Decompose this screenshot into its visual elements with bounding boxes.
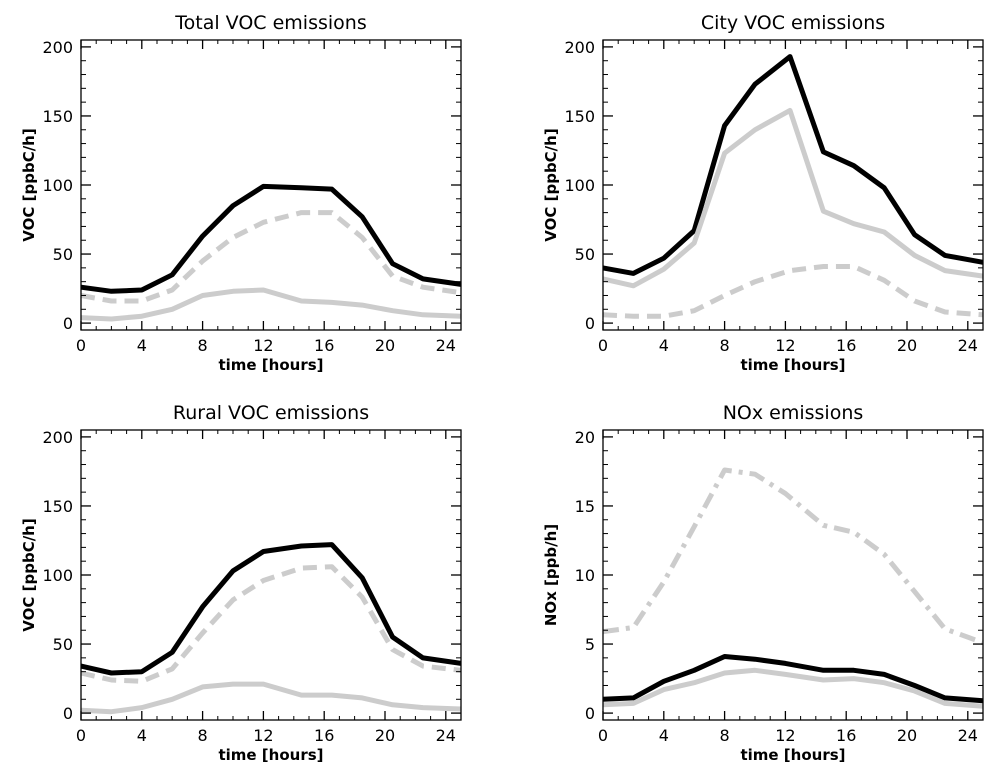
x-tick-label: 8 xyxy=(720,726,730,745)
x-tick-label: 4 xyxy=(137,336,147,355)
y-tick-label: 200 xyxy=(42,428,73,447)
chart-title: Total VOC emissions xyxy=(174,12,366,34)
x-tick-label: 0 xyxy=(598,726,608,745)
x-tick-label: 16 xyxy=(314,726,334,745)
series-line-2 xyxy=(80,210,462,304)
y-tick-label: 150 xyxy=(564,107,595,126)
x-tick-label: 8 xyxy=(198,336,208,355)
x-tick-label: 20 xyxy=(375,726,395,745)
chart-title: City VOC emissions xyxy=(701,12,885,34)
y-tick-label: 100 xyxy=(42,176,73,195)
y-axis-label: NOx [ppb/h] xyxy=(542,524,560,626)
y-axis-label: VOC [ppbC/h] xyxy=(542,128,560,241)
series-line-3 xyxy=(602,667,984,709)
y-tick-label: 20 xyxy=(575,428,595,447)
x-tick-label: 0 xyxy=(598,336,608,355)
x-tick-label: 24 xyxy=(436,336,456,355)
x-tick-label: 12 xyxy=(253,336,273,355)
x-axis-label: time [hours] xyxy=(740,356,845,374)
x-tick-label: 16 xyxy=(836,336,856,355)
chart-title: NOx emissions xyxy=(723,402,864,424)
series-line-2 xyxy=(602,107,984,289)
x-axis-label: time [hours] xyxy=(218,356,323,374)
y-axis-label: VOC [ppbC/h] xyxy=(20,128,38,241)
x-tick-label: 12 xyxy=(775,726,795,745)
y-tick-label: 50 xyxy=(575,245,595,264)
y-tick-label: 10 xyxy=(575,566,595,585)
x-tick-label: 16 xyxy=(836,726,856,745)
panel-rural-voc: Rural VOC emissions 0 4 8 12 16 20 24 0 50 100 150 2… xyxy=(20,402,462,764)
y-tick-label: 50 xyxy=(53,245,73,264)
x-tick-label: 8 xyxy=(198,726,208,745)
y-tick-label: 50 xyxy=(53,635,73,654)
x-tick-label: 12 xyxy=(775,336,795,355)
x-tick-label: 12 xyxy=(253,726,273,745)
y-tick-label: 0 xyxy=(585,314,595,333)
series-line-3 xyxy=(80,287,462,322)
x-tick-label: 4 xyxy=(659,726,669,745)
x-tick-label: 8 xyxy=(720,336,730,355)
x-axis-label: time [hours] xyxy=(740,746,845,764)
y-tick-label: 0 xyxy=(585,704,595,723)
chart-title: Rural VOC emissions xyxy=(173,402,369,424)
x-tick-label: 20 xyxy=(897,336,917,355)
y-tick-label: 200 xyxy=(564,38,595,57)
y-tick-label: 100 xyxy=(42,566,73,585)
series-line-1 xyxy=(602,467,984,646)
x-axis-label: time [hours] xyxy=(218,746,323,764)
series-line-3 xyxy=(80,681,462,715)
plot-frame xyxy=(602,39,984,331)
y-tick-label: 0 xyxy=(63,704,73,723)
x-tick-label: 24 xyxy=(958,726,978,745)
x-tick-label: 0 xyxy=(76,336,86,355)
x-tick-label: 20 xyxy=(897,726,917,745)
series-line-2 xyxy=(602,654,984,704)
series-line-2 xyxy=(80,564,462,684)
x-tick-label: 4 xyxy=(659,336,669,355)
x-tick-label: 24 xyxy=(958,336,978,355)
series-line-3 xyxy=(602,264,984,319)
y-tick-label: 100 xyxy=(564,176,595,195)
series-line-1 xyxy=(80,542,462,676)
y-tick-label: 200 xyxy=(42,38,73,57)
y-tick-label: 15 xyxy=(575,497,595,516)
y-axis-label: VOC [ppbC/h] xyxy=(20,518,38,631)
panel-total-voc: Total VOC emissions 0 4 8 12 16 20 24 0 50 100 150 2… xyxy=(20,12,462,374)
x-tick-label: 16 xyxy=(314,336,334,355)
series-line-1 xyxy=(80,183,462,294)
panel-city-voc: City VOC emissions 0 4 8 12 16 20 24 0 50 100 150 20… xyxy=(542,12,984,374)
panel-nox: NOx emissions 0 4 8 12 16 20 24 0 5 10 15 20 time [ho… xyxy=(542,402,984,764)
x-tick-label: 24 xyxy=(436,726,456,745)
x-tick-label: 20 xyxy=(375,336,395,355)
plot-frame xyxy=(80,429,462,721)
y-tick-label: 5 xyxy=(585,635,595,654)
series-line-1 xyxy=(602,54,984,276)
x-tick-label: 4 xyxy=(137,726,147,745)
y-tick-label: 0 xyxy=(63,314,73,333)
y-tick-label: 150 xyxy=(42,497,73,516)
y-tick-label: 150 xyxy=(42,107,73,126)
x-tick-label: 0 xyxy=(76,726,86,745)
